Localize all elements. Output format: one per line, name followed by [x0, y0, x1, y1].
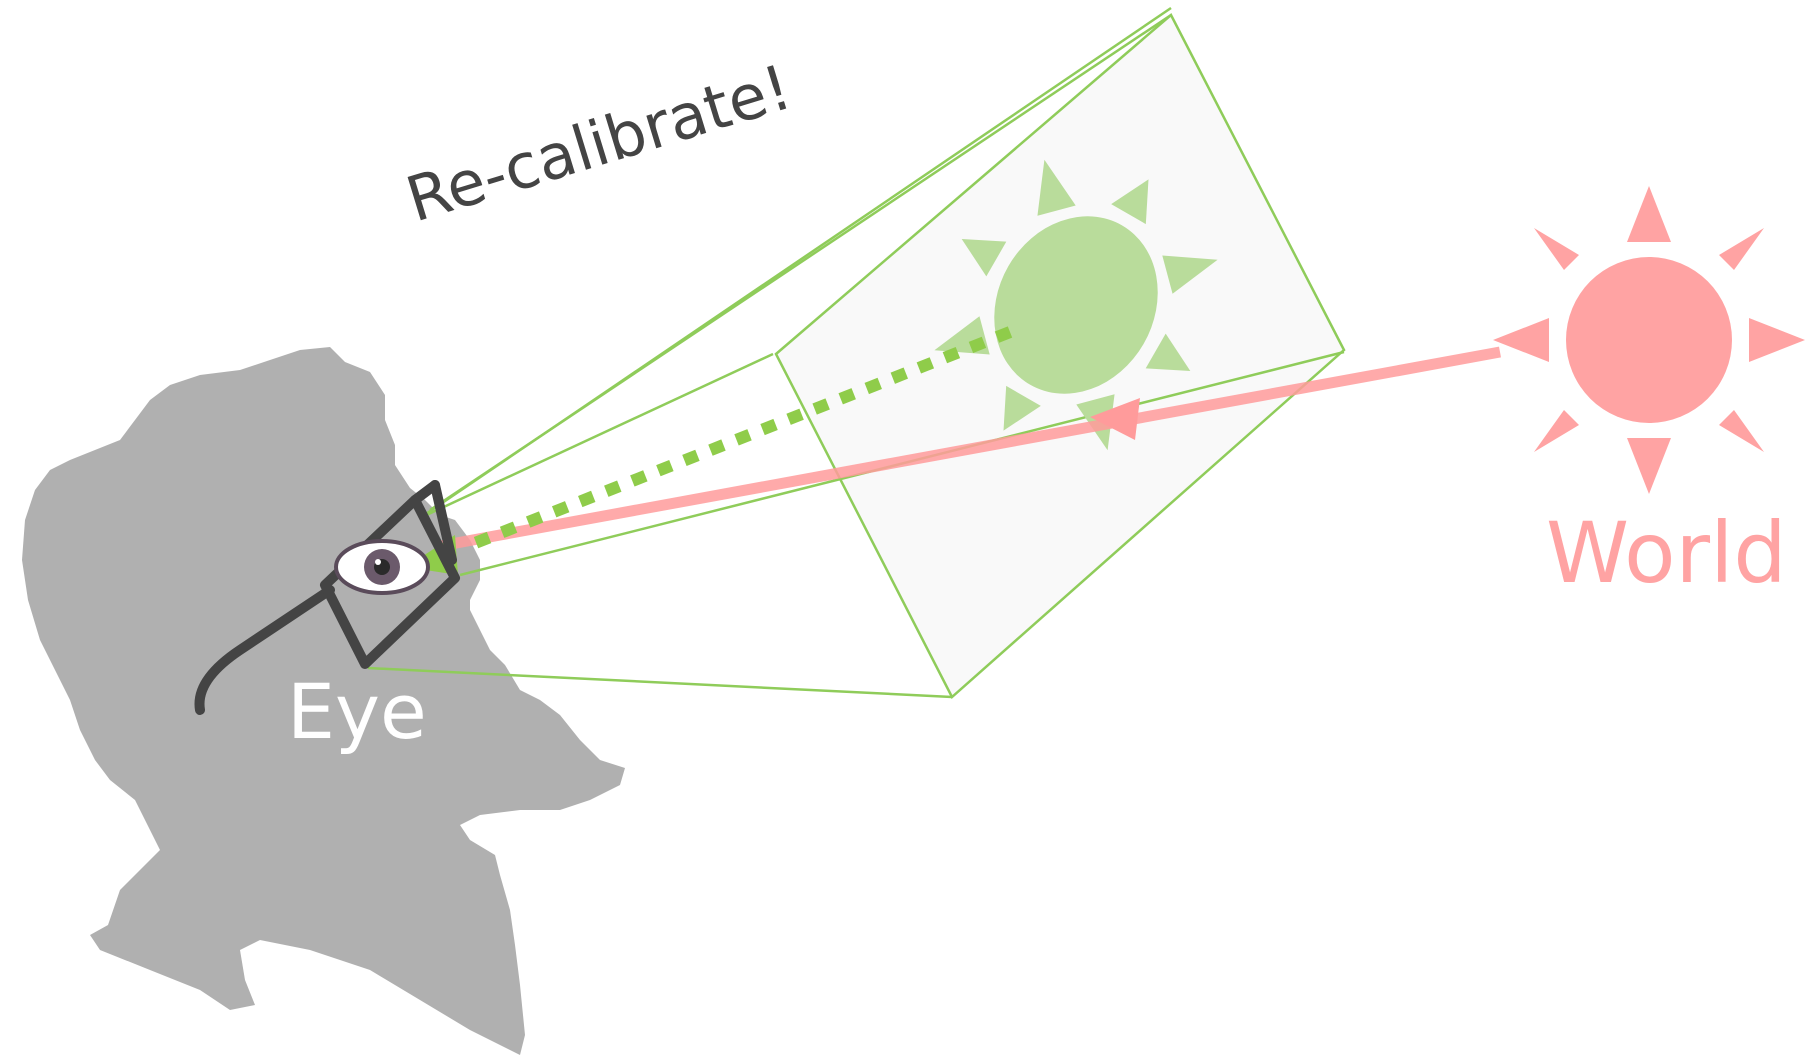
virtual-sun-ray: [961, 239, 1007, 277]
world-sun-ray: [1627, 186, 1671, 242]
frustum-line-bottom: [367, 666, 953, 699]
world-sun-ray: [1719, 228, 1764, 270]
recalibrate-label: Re-calibrate!: [398, 50, 799, 236]
virtual-sun-ray: [1162, 255, 1218, 294]
frustum-line-top-inner: [429, 13, 1172, 512]
head-silhouette: [22, 347, 625, 1055]
glasses-temple-arm: [194, 585, 335, 715]
world-sun-disk: [1566, 257, 1732, 423]
virtual-sun-disk: [994, 216, 1158, 394]
world-sun-ray: [1627, 438, 1671, 494]
world-sun-ray: [1749, 318, 1805, 362]
eye-label: Eye: [287, 667, 427, 756]
virtual-sun-ray: [1145, 333, 1191, 371]
head-silhouette-icon: [22, 347, 625, 1055]
world-sun-ray: [1493, 318, 1549, 362]
frustum-line-left: [419, 352, 774, 520]
world-sun-ray: [1534, 228, 1579, 270]
eye-icon: [334, 539, 430, 595]
virtual-sun-ray: [1037, 159, 1076, 216]
eye-highlight: [375, 559, 381, 565]
world-sun-ray: [1719, 410, 1764, 452]
ar-glasses-icon: [194, 480, 460, 715]
world-ray-line: [439, 346, 1501, 552]
glasses-lens-frame: [320, 495, 460, 669]
world-ray-arrowhead: [1090, 398, 1140, 440]
virtual-ray-line: [467, 326, 1013, 551]
glasses-hinge-upper: [430, 480, 457, 565]
virtual-sun-ray: [1003, 385, 1041, 431]
world-sun-icon: [1493, 186, 1805, 494]
world-label: World: [1546, 504, 1787, 602]
virtual-sun-ray: [1111, 179, 1149, 225]
virtual-sun-icon: [934, 159, 1218, 451]
world-sun-ray: [1534, 410, 1579, 452]
world-ray: [439, 346, 1501, 552]
